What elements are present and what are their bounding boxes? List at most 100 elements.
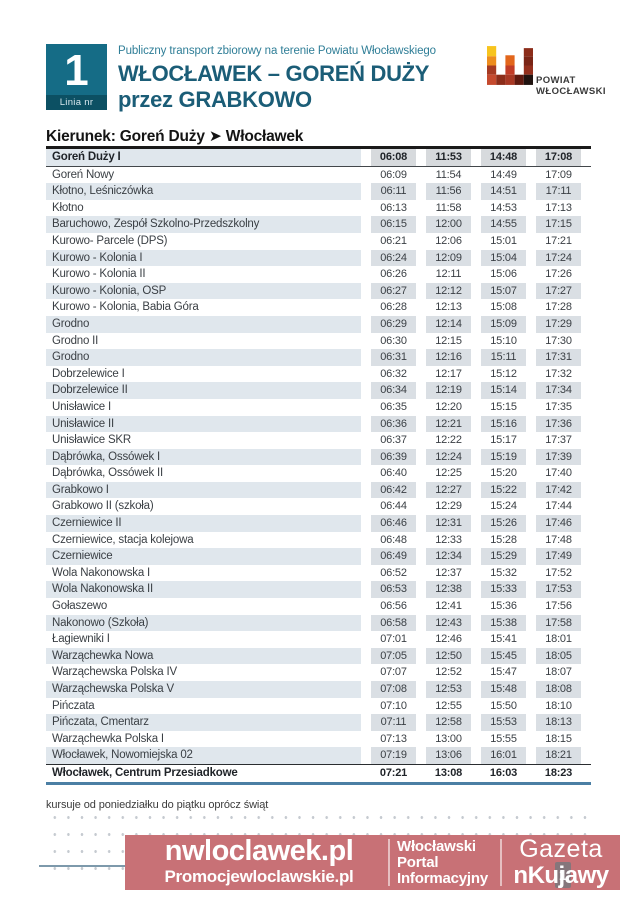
stop-name: Kurowo - Kolonia I — [46, 249, 361, 267]
powiat-wloclawski-logo: POWIAT WŁOCŁAWSKI — [487, 46, 617, 97]
departure-time-3: 15:07 — [481, 282, 526, 300]
departure-time-2: 12:58 — [426, 714, 471, 731]
departure-time-2: 12:53 — [426, 681, 471, 698]
departure-time-3: 15:32 — [490, 566, 517, 579]
departure-time-2: 11:56 — [426, 183, 471, 200]
departure-time-1: 06:34 — [371, 382, 416, 399]
departure-time-3: 15:16 — [481, 415, 526, 433]
table-row: Kurowo - Kolonia, OSP 06:27 12:12 15:07 … — [46, 282, 591, 300]
table-row: Kurowo - Kolonia I 06:24 12:09 15:04 17:… — [46, 249, 591, 267]
departure-time-3: 14:49 — [490, 168, 517, 181]
table-row: Nakonowo (Szkoła) 06:58 12:43 15:38 17:5… — [46, 614, 591, 632]
stop-name: Grodno — [46, 349, 361, 366]
portal-line3: Informacyjny — [397, 870, 488, 887]
departure-time-3: 14:55 — [481, 216, 526, 233]
departure-time-1: 06:39 — [371, 448, 416, 466]
departure-time-2: 12:24 — [426, 448, 471, 466]
stop-name: Grodno II — [52, 334, 99, 347]
departure-time-2: 13:00 — [435, 732, 462, 745]
powiat-logo-text-line1: POWIAT — [536, 75, 576, 86]
powiat-logo-text-line2: WŁOCŁAWSKI — [536, 86, 606, 97]
departure-time-2: 12:37 — [435, 566, 462, 579]
table-row: Pińczata, Cmentarz 07:11 12:58 15:53 18:… — [46, 714, 591, 731]
stop-name: Gołaszewo — [52, 600, 108, 613]
departure-time-2: 12:16 — [426, 349, 471, 366]
departure-time-1: 06:44 — [380, 500, 407, 513]
departure-time-2: 12:11 — [435, 268, 462, 281]
departure-time-4: 18:21 — [536, 747, 581, 764]
stop-name: Kurowo - Kolonia II — [52, 268, 146, 281]
stop-name: Kurowo- Parcele (DPS) — [52, 234, 168, 247]
table-row: Warząchewka Nowa 07:05 12:50 15:45 18:05 — [46, 647, 591, 665]
line-number-caption: Linia nr — [46, 95, 107, 110]
stop-name: Dąbrówka, Ossówek II — [52, 467, 164, 480]
departure-time-3: 15:12 — [490, 367, 517, 380]
departure-time-4: 17:35 — [545, 400, 572, 413]
departure-time-1: 07:08 — [371, 681, 416, 698]
nwloclawek-link: nwloclawek.pl — [164, 835, 354, 867]
departure-time-3: 15:15 — [490, 400, 517, 413]
departure-time-2: 12:19 — [426, 382, 471, 399]
stop-name: Grodno — [46, 315, 361, 333]
departure-time-3: 15:26 — [481, 515, 526, 532]
table-row: Czerniewice 06:49 12:34 15:29 17:49 — [46, 548, 591, 565]
departure-time-2: 12:15 — [435, 334, 462, 347]
departure-time-4: 17:28 — [545, 301, 572, 314]
banner-divider-2 — [500, 839, 502, 886]
departure-time-3: 15:50 — [490, 699, 517, 712]
departure-time-1: 07:05 — [371, 647, 416, 665]
departure-time-1: 06:30 — [380, 334, 407, 347]
table-row: Goreń Duży I 06:08 11:53 14:48 17:08 — [46, 149, 591, 167]
banner-websites: nwloclawek.pl Promocjewloclawskie.pl — [131, 835, 387, 890]
gazeta-line2: nKujawy — [513, 862, 609, 889]
departure-time-2: 12:22 — [435, 434, 462, 447]
departure-time-3: 16:03 — [489, 766, 518, 779]
table-row: Kłotno 06:13 11:58 14:53 17:13 — [46, 200, 591, 217]
departure-time-4: 17:08 — [536, 149, 581, 166]
departure-time-3: 15:47 — [490, 666, 517, 679]
departure-time-4: 17:42 — [536, 481, 581, 499]
table-row: Grabkowo II (szkoła) 06:44 12:29 15:24 1… — [46, 498, 591, 515]
media-partners-banner: 1 nwloclawek.pl Promocjewloclawskie.pl W… — [125, 835, 620, 890]
departure-time-4: 18:01 — [545, 633, 572, 646]
stop-name: Dobrzelewice II — [46, 382, 361, 399]
departure-time-3: 14:53 — [490, 201, 517, 214]
departure-time-4: 18:05 — [536, 647, 581, 665]
departure-time-1: 06:46 — [371, 515, 416, 532]
departure-time-3: 15:28 — [490, 533, 517, 546]
stop-name: Unisławice I — [52, 400, 111, 413]
portal-line1: Włocławski — [397, 838, 476, 855]
table-row: Kurowo- Parcele (DPS) 06:21 12:06 15:01 … — [46, 233, 591, 250]
stop-name: Nakonowo (Szkoła) — [46, 614, 361, 632]
table-row: Baruchowo, Zespół Szkolno-Przedszkolny 0… — [46, 216, 591, 233]
stop-name: Dąbrówka, Ossówek I — [46, 448, 361, 466]
departure-time-1: 06:09 — [380, 168, 407, 181]
departure-time-1: 06:13 — [380, 201, 407, 214]
table-row: Unisławice SKR 06:37 12:22 15:17 17:37 — [46, 432, 591, 449]
departure-time-4: 17:48 — [545, 533, 572, 546]
departure-time-3: 15:33 — [481, 581, 526, 599]
departure-time-1: 06:08 — [371, 149, 416, 166]
header-titles: Publiczny transport zbiorowy na terenie … — [118, 45, 436, 113]
departure-time-4: 18:10 — [545, 699, 572, 712]
departure-time-1: 06:48 — [380, 533, 407, 546]
stop-name: Goreń Nowy — [52, 168, 114, 181]
departure-time-1: 06:53 — [371, 581, 416, 599]
table-row: Dąbrówka, Ossówek II 06:40 12:25 15:20 1… — [46, 465, 591, 482]
departure-time-3: 15:22 — [481, 481, 526, 499]
departure-time-1: 07:01 — [380, 633, 407, 646]
stop-name: Warząchewska Polska V — [46, 681, 361, 698]
departure-time-4: 17:39 — [536, 448, 581, 466]
departure-time-3: 15:09 — [481, 315, 526, 333]
departure-time-4: 17:40 — [545, 467, 572, 480]
footer-divider-line — [39, 865, 125, 867]
stop-name: Włocławek, Nowomiejska 02 — [46, 747, 361, 764]
stop-name: Goreń Duży I — [46, 149, 361, 166]
direction-heading: Kierunek: Goreń Duży ➤ Włocławek — [46, 128, 304, 145]
departure-time-1: 06:29 — [371, 315, 416, 333]
departure-time-4: 17:46 — [536, 515, 581, 532]
departure-time-3: 15:29 — [481, 548, 526, 565]
departure-time-4: 17:56 — [545, 600, 572, 613]
departure-time-2: 12:29 — [435, 500, 462, 513]
departure-time-3: 15:11 — [481, 349, 526, 366]
